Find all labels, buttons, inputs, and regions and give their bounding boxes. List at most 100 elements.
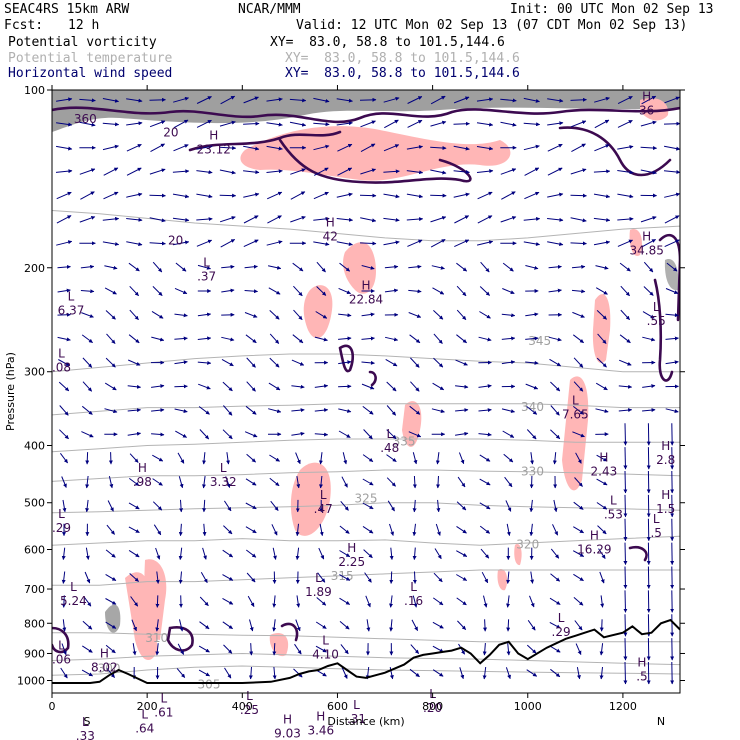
wind-vector bbox=[501, 408, 515, 414]
wind-vector bbox=[412, 595, 418, 608]
wind-vector bbox=[479, 478, 491, 486]
wind-vector bbox=[436, 499, 441, 513]
wind-vector bbox=[664, 215, 680, 224]
wind-vector bbox=[433, 310, 444, 320]
wind-vector bbox=[407, 239, 423, 247]
wind-vector bbox=[196, 96, 212, 104]
wind-vector bbox=[151, 336, 165, 342]
wind-vector bbox=[199, 621, 210, 630]
wind-vector bbox=[60, 667, 68, 679]
theta-contour-label: 335 bbox=[393, 435, 416, 449]
wind-vector bbox=[525, 265, 539, 270]
wind-vector bbox=[595, 265, 609, 270]
wind-vector bbox=[529, 595, 535, 608]
wind-vector bbox=[530, 571, 535, 584]
wind-vector bbox=[573, 573, 584, 582]
wind-vector bbox=[130, 596, 139, 607]
wind-vector bbox=[196, 217, 213, 222]
extremum-type: H bbox=[637, 655, 646, 669]
wind-vector bbox=[316, 597, 327, 606]
wind-vector bbox=[407, 119, 423, 128]
extremum-type: L bbox=[246, 689, 253, 703]
wind-vector bbox=[455, 384, 469, 389]
extremum-type: L bbox=[353, 698, 360, 712]
wind-vector bbox=[178, 571, 183, 584]
wind-vector bbox=[269, 357, 280, 368]
wind-vector bbox=[593, 240, 611, 246]
wind-vector bbox=[316, 286, 327, 296]
pv-shading-region bbox=[640, 98, 669, 121]
wind-vector bbox=[640, 216, 657, 223]
wind-vector bbox=[506, 595, 511, 608]
wind-vector bbox=[319, 523, 324, 536]
wind-vector bbox=[338, 408, 352, 413]
wind-vector bbox=[570, 97, 587, 102]
field-xy-wind: XY= 83.0, 58.8 to 101.5,144.6 bbox=[285, 66, 520, 81]
wind-vector bbox=[525, 360, 539, 365]
wind-vector bbox=[596, 357, 607, 368]
field-name-wind: Horizontal wind speed bbox=[8, 66, 173, 81]
extremum-value: 22.84 bbox=[349, 293, 383, 307]
theta-contour bbox=[52, 469, 680, 482]
init-time: Init: 00 UTC Mon 02 Sep 13 bbox=[510, 2, 714, 17]
plot-frame bbox=[51, 89, 681, 694]
wind-vector bbox=[219, 216, 236, 223]
wind-vector bbox=[293, 285, 303, 297]
wind-vector bbox=[219, 120, 236, 127]
wind-vector bbox=[619, 334, 631, 344]
wind-vector bbox=[384, 119, 399, 129]
extremum-type: H bbox=[347, 541, 356, 555]
wind-vector bbox=[617, 239, 633, 247]
y-tick-label: 600 bbox=[24, 543, 45, 556]
wind-vector bbox=[550, 381, 561, 392]
extremum-value: .47 bbox=[314, 502, 333, 516]
wind-vector bbox=[480, 548, 490, 559]
extremum-type: L bbox=[58, 638, 65, 652]
wind-vector bbox=[291, 408, 305, 413]
wind-vector bbox=[389, 523, 395, 536]
wind-vector bbox=[412, 547, 417, 560]
wind-vector bbox=[226, 452, 231, 465]
wind-vector bbox=[340, 500, 349, 511]
wind-vector bbox=[529, 499, 534, 513]
extremum-type: L bbox=[410, 580, 417, 594]
wind-vector bbox=[665, 288, 679, 294]
wind-vector bbox=[430, 120, 447, 127]
wind-vector bbox=[266, 169, 283, 174]
wind-vector bbox=[407, 96, 423, 104]
x-tick-label: 600 bbox=[327, 700, 348, 713]
wind-vector bbox=[62, 619, 67, 632]
wind-vector bbox=[455, 431, 469, 436]
pv-shading-region bbox=[269, 632, 289, 657]
wind-vector bbox=[313, 97, 330, 103]
wind-vector bbox=[456, 262, 468, 272]
wind-vector bbox=[58, 359, 71, 367]
wind-vector bbox=[550, 405, 560, 416]
wind-vector bbox=[506, 571, 511, 584]
wind-vector bbox=[339, 262, 351, 272]
wind-vector bbox=[102, 144, 119, 151]
wind-vector bbox=[340, 644, 349, 655]
wind-vector bbox=[339, 597, 351, 605]
wind-vector bbox=[596, 310, 607, 320]
wind-vector bbox=[178, 476, 184, 489]
wind-vector bbox=[336, 192, 353, 198]
wind-vector bbox=[596, 502, 608, 510]
wind-vector bbox=[62, 499, 67, 513]
wind-vector bbox=[456, 309, 467, 321]
wind-vector bbox=[244, 264, 258, 269]
extremum-value: 1.89 bbox=[305, 585, 332, 599]
wind-vector bbox=[623, 423, 628, 446]
wind-vector bbox=[243, 145, 260, 151]
wind-vector bbox=[549, 621, 561, 629]
wind-vector bbox=[342, 452, 348, 465]
wind-vector bbox=[266, 122, 283, 127]
wind-vector bbox=[570, 120, 587, 128]
wind-vector bbox=[617, 119, 633, 128]
wind-vector bbox=[476, 169, 494, 174]
wind-vector bbox=[432, 645, 444, 653]
wind-vector bbox=[666, 262, 678, 272]
wind-vector bbox=[524, 191, 540, 200]
wind-vector bbox=[501, 360, 516, 365]
wind-vector bbox=[151, 432, 165, 437]
